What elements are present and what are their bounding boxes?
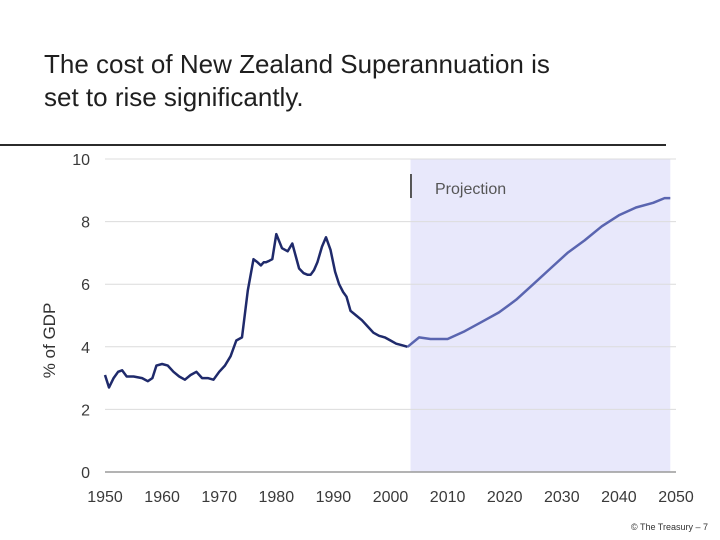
y-tick-label: 2 xyxy=(81,402,90,419)
x-tick-label: 2030 xyxy=(544,489,580,506)
title-divider xyxy=(0,144,666,146)
x-tick-label: 2000 xyxy=(373,489,409,506)
slide-title: The cost of New Zealand Superannuation i… xyxy=(44,48,704,114)
x-tick-label: 1950 xyxy=(87,489,123,506)
x-tick-label: 2050 xyxy=(658,489,694,506)
y-tick-label: 8 xyxy=(81,215,90,232)
title-line-2: set to rise significantly. xyxy=(44,82,304,112)
title-line-1: The cost of New Zealand Superannuation i… xyxy=(44,49,550,79)
series-historical-line xyxy=(103,232,408,389)
projection-band xyxy=(410,159,671,472)
y-axis-title: % of GDP xyxy=(40,303,59,379)
x-tick-labels: 1950 1960 1970 1980 1990 2000 2010 2020 2030 2040… xyxy=(87,489,694,506)
footer-copyright: © The Treasury – 7 xyxy=(630,522,708,532)
superannuation-cost-chart: 0 2 4 6 8 10 1950 1960 1970 1980 1990 2000 2010 2020… xyxy=(40,152,694,506)
projection-label: Projection xyxy=(435,181,506,198)
y-tick-labels: 0 2 4 6 8 10 xyxy=(72,152,90,482)
x-tick-label: 1960 xyxy=(144,489,180,506)
y-tick-label: 10 xyxy=(72,152,90,169)
x-tick-label: 1970 xyxy=(201,489,237,506)
series-projection-line xyxy=(406,196,671,348)
x-tick-label: 1980 xyxy=(259,489,295,506)
y-tick-label: 0 xyxy=(81,465,90,482)
x-tick-label: 2040 xyxy=(601,489,637,506)
gridlines xyxy=(105,158,676,410)
y-tick-label: 4 xyxy=(81,340,90,357)
x-tick-label: 1990 xyxy=(316,489,352,506)
y-tick-label: 6 xyxy=(81,277,90,294)
x-tick-label: 2020 xyxy=(487,489,523,506)
x-tick-label: 2010 xyxy=(430,489,466,506)
